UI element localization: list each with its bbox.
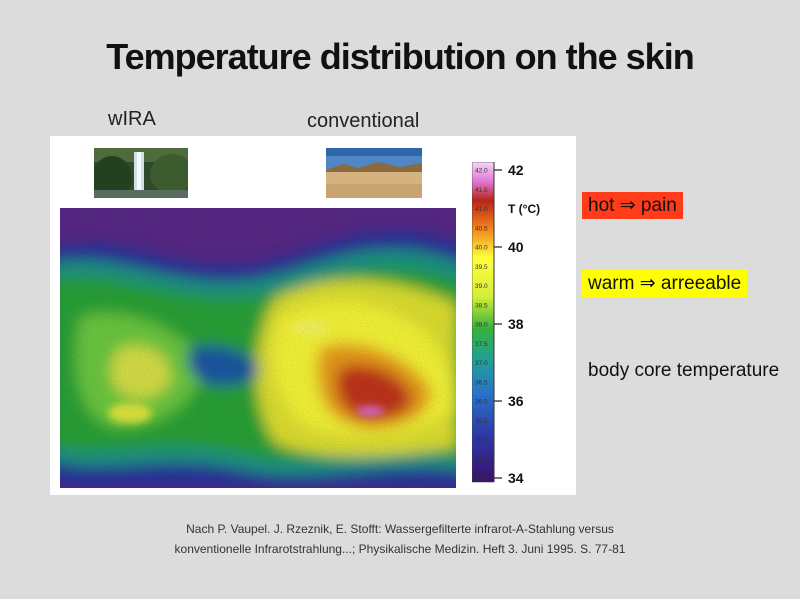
citation-line-2: konventionelle Infrarotstrahlung...; Phy… <box>174 542 626 556</box>
scale-minor-label: 38.0 <box>475 322 488 329</box>
scale-minor-label: 39.5 <box>475 264 488 271</box>
thermogram-image <box>60 208 456 488</box>
annotation-hot: hot ⇒ pain <box>582 192 683 219</box>
scale-minor-label: 34.0 <box>475 476 488 483</box>
scale-minor-label: 39.0 <box>475 283 488 290</box>
scale-minor-label: 42.0 <box>475 168 488 175</box>
scale-major-label: 42 <box>508 162 524 178</box>
desert-thumbnail <box>326 148 422 198</box>
waterfall-thumbnail <box>94 148 188 198</box>
scale-major-label: 36 <box>508 393 524 409</box>
scale-minor-label: 37.0 <box>475 360 488 367</box>
annotation-core: body core temperature <box>588 360 780 381</box>
scale-major-label: 34 <box>508 470 524 486</box>
annotation-warm: warm ⇒ arreeable <box>582 270 748 297</box>
label-wira: wIRA <box>108 108 156 130</box>
scale-minor-label: 40.0 <box>475 245 488 252</box>
scale-minor-label: 41.5 <box>475 187 488 194</box>
scale-minor-label: 37.5 <box>475 341 488 348</box>
scale-major-label: 38 <box>508 316 524 332</box>
label-conventional: conventional <box>307 110 420 132</box>
scale-minor-label: 35.5 <box>475 418 488 425</box>
scale-minor-label: 40.5 <box>475 225 488 232</box>
scale-minor-label: 36.0 <box>475 399 488 406</box>
thermogram-panel: 42.0 41.5 41.0 40.5 40.0 39.5 39.0 38.5 38.0 37.5… <box>50 136 576 495</box>
scale-minor-label: 35.0 <box>475 437 488 444</box>
scale-minor-label: 38.5 <box>475 302 488 309</box>
scale-unit-label: T (°C) <box>508 202 541 216</box>
temperature-scale: 42.0 41.5 41.0 40.5 40.0 39.5 39.0 38.5 38.0 37.5… <box>471 161 576 490</box>
scale-major-label: 40 <box>508 239 524 255</box>
scale-minor-label: 41.0 <box>475 206 488 213</box>
scale-minor-label: 36.5 <box>475 379 488 386</box>
slide-title: Temperature distribution on the skin <box>106 36 694 77</box>
citation-line-1: Nach P. Vaupel. J. Rzeznik, E. Stofft: W… <box>186 522 614 536</box>
scale-minor-label: 34.5 <box>475 456 488 463</box>
